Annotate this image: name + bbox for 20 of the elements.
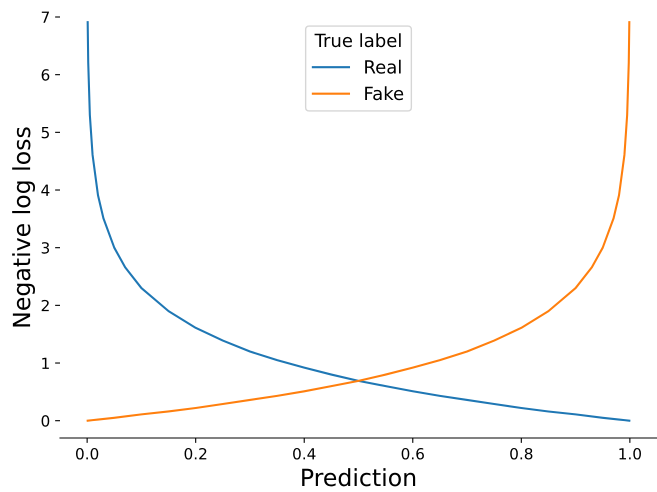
y-tick-label: 2 bbox=[42, 300, 49, 312]
x-axis-title: Prediction bbox=[302, 468, 416, 486]
x-tick-label: 1.0 bbox=[619, 448, 641, 460]
legend-label: Fake bbox=[365, 86, 404, 100]
y-tick-label: 7 bbox=[42, 12, 49, 23]
y-axis-title: Negative log loss bbox=[12, 127, 35, 326]
x-tick-label: 0.0 bbox=[76, 448, 98, 460]
legend-title: True label bbox=[314, 33, 401, 48]
x-tick-label: 0.6 bbox=[402, 448, 424, 460]
x-tick-label: 0.8 bbox=[510, 448, 532, 460]
y-tick-label: 4 bbox=[41, 184, 50, 196]
x-tick-label: 0.2 bbox=[184, 448, 206, 460]
y-tick-label: 1 bbox=[42, 358, 49, 369]
y-tick-label: 0 bbox=[42, 415, 50, 427]
x-tick-label: 0.4 bbox=[293, 448, 316, 460]
y-tick-label: 6 bbox=[42, 69, 50, 81]
y-tick-label: 5 bbox=[42, 127, 49, 138]
line-series bbox=[86, 21, 630, 422]
y-tick-label: 3 bbox=[42, 242, 50, 254]
legend-label: Real bbox=[365, 60, 401, 74]
